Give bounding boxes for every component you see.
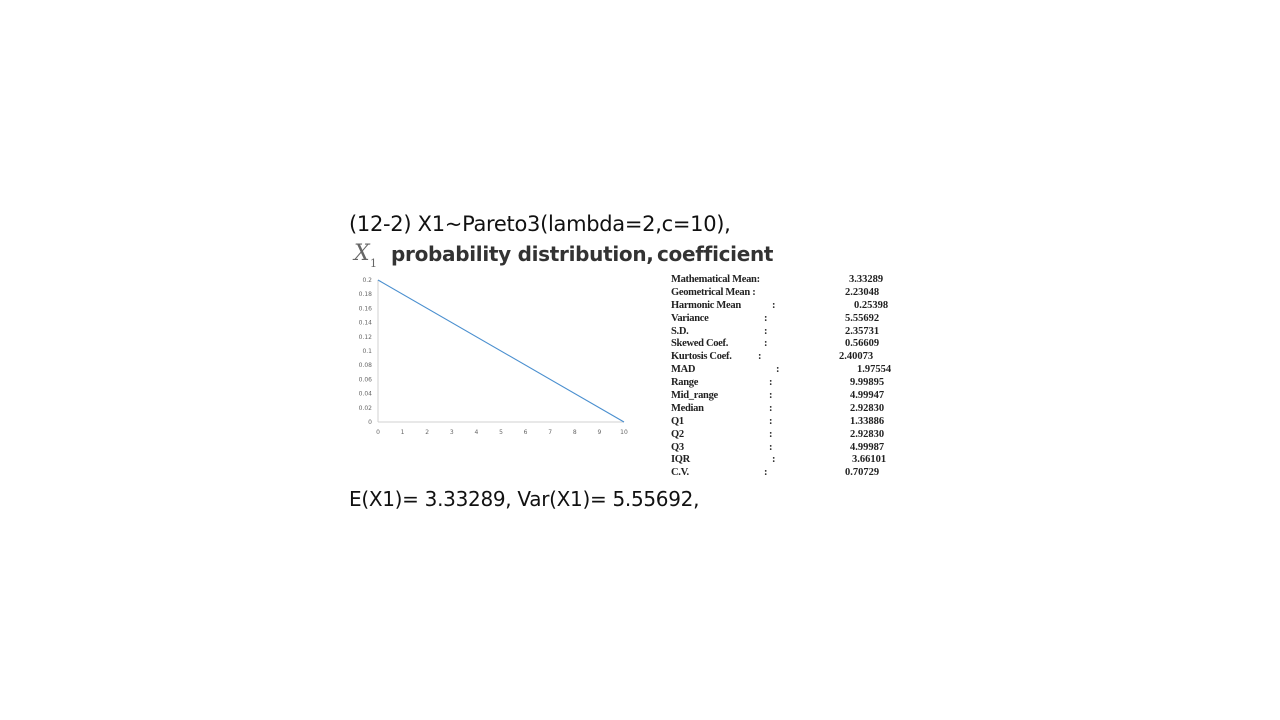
coefficient-value: 0.25398 xyxy=(854,299,889,311)
variable-symbol: X xyxy=(354,241,370,266)
coefficient-value: 4.99947 xyxy=(850,390,885,402)
coefficient-colon: : xyxy=(772,299,776,311)
y-tick-label: 0.12 xyxy=(359,334,373,341)
coefficient-colon: : xyxy=(764,325,768,337)
subheading-coefficient-label: coefficient xyxy=(657,242,774,266)
coefficient-value: 2.23048 xyxy=(845,286,880,298)
y-tick-label: 0.1 xyxy=(362,348,372,355)
coefficient-value: 3.66101 xyxy=(852,454,887,466)
coefficient-label: Variance xyxy=(671,312,709,324)
coefficient-label: Range xyxy=(671,377,699,389)
coefficient-colon: : xyxy=(769,402,773,414)
variable-subscript: 1 xyxy=(370,257,377,270)
coefficient-label: Geometrical Mean : xyxy=(671,286,756,298)
y-tick-label: 0.2 xyxy=(362,277,372,284)
coefficient-colon: : xyxy=(769,415,773,427)
x-tick-label: 1 xyxy=(401,429,405,436)
y-tick-label: 0.06 xyxy=(359,376,373,383)
coefficient-value: 0.56609 xyxy=(845,338,880,350)
coefficient-colon: : xyxy=(769,377,773,389)
coefficient-colon: : xyxy=(776,364,780,376)
coefficient-label: Skewed Coef. xyxy=(671,338,729,350)
coefficient-value: 9.99895 xyxy=(850,377,885,389)
y-tick-label: 0.16 xyxy=(359,305,373,312)
probability-distribution-chart: 0 0.02 0.04 0.06 0.08 0.1 0.12 0.14 0.16 0.18 0.2 0… xyxy=(359,277,628,436)
x-tick-label: 3 xyxy=(450,429,454,436)
y-tick-label: 0.14 xyxy=(359,320,373,327)
x-tick-label: 6 xyxy=(524,429,528,436)
x-tick-label: 10 xyxy=(620,429,628,436)
coefficient-label: Mathematical Mean: xyxy=(671,274,760,285)
coefficient-value: 2.35731 xyxy=(845,325,880,337)
coefficient-value: 2.40073 xyxy=(839,351,874,363)
coefficient-colon: : xyxy=(772,454,776,466)
page-title: (12-2) X1~Pareto3(lambda=2,c=10), xyxy=(349,212,731,236)
coefficient-colon: : xyxy=(769,441,773,453)
coefficient-colon: : xyxy=(769,428,773,440)
coefficient-label: Kurtosis Coef. xyxy=(671,351,732,363)
y-tick-label: 0.08 xyxy=(359,362,373,369)
x-tick-label: 7 xyxy=(548,429,552,436)
coefficient-label: MAD xyxy=(671,364,696,376)
coefficient-colon: : xyxy=(769,390,773,402)
coefficient-value: 1.33886 xyxy=(850,415,885,427)
coefficient-value: 3.33289 xyxy=(849,274,884,285)
coefficient-value: 1.97554 xyxy=(857,364,892,376)
coefficient-value: 2.92830 xyxy=(850,402,885,414)
coefficient-colon: : xyxy=(758,351,762,363)
coefficient-label: S.D. xyxy=(671,325,689,337)
coefficient-value: 5.55692 xyxy=(845,312,880,324)
x-tick-label: 4 xyxy=(474,429,478,436)
series-line xyxy=(377,279,625,423)
coefficient-label: IQR xyxy=(671,454,690,466)
coefficient-value: 4.99987 xyxy=(850,441,885,453)
y-tick-label: 0.02 xyxy=(359,405,373,412)
coefficient-value: 2.92830 xyxy=(850,428,885,440)
x-tick-label: 0 xyxy=(376,429,380,436)
expectation-summary: E(X1)= 3.33289, Var(X1)= 5.55692, xyxy=(349,487,700,511)
coefficient-label: Q3 xyxy=(671,441,684,453)
coefficient-colon: : xyxy=(764,467,768,479)
coefficient-value: 0.70729 xyxy=(845,467,880,479)
x-tick-label: 2 xyxy=(425,429,429,436)
coefficient-label: C.V. xyxy=(671,467,689,479)
y-tick-label: 0.18 xyxy=(359,291,373,298)
x-tick-label: 8 xyxy=(573,429,577,436)
y-tick-label: 0 xyxy=(368,419,372,426)
coefficient-colon: : xyxy=(764,338,768,350)
x-tick-label: 9 xyxy=(597,429,601,436)
subheading-distribution-label: probability distribution, xyxy=(391,242,654,266)
x-tick-label: 5 xyxy=(499,429,503,436)
coefficient-label: Harmonic Mean xyxy=(671,299,741,311)
coefficient-label: Mid_range xyxy=(671,390,718,402)
y-tick-label: 0.04 xyxy=(359,391,373,398)
coefficient-label: Median xyxy=(671,402,704,414)
coefficient-label: Q1 xyxy=(671,415,684,427)
coefficient-label: Q2 xyxy=(671,428,684,440)
coefficient-colon: : xyxy=(764,312,768,324)
